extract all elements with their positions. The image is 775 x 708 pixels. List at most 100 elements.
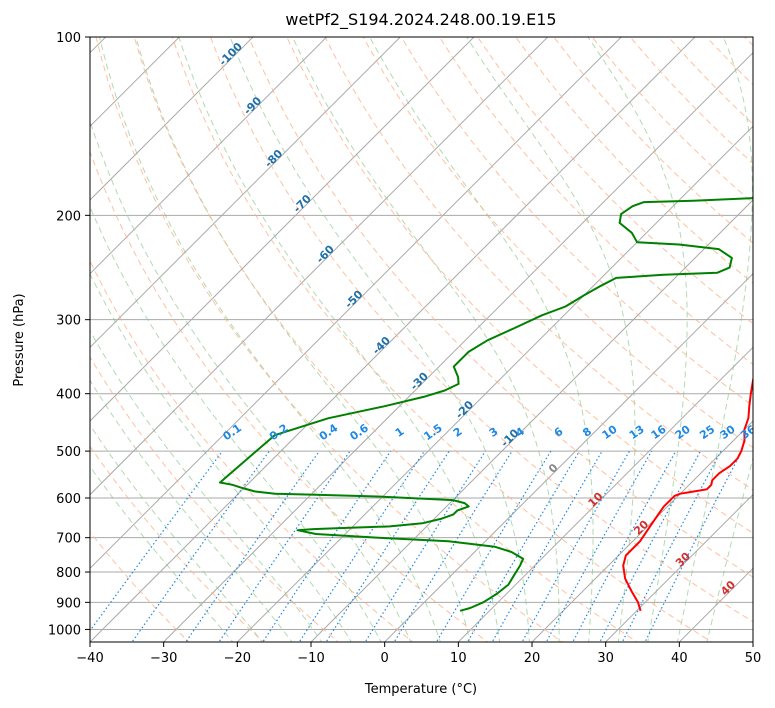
dry-adiabat-label: -60 <box>314 242 337 265</box>
moist-adiabat-line <box>466 37 636 642</box>
mixing-ratio-label: 0.6 <box>347 421 371 443</box>
dry-adiabat-line <box>90 259 414 642</box>
moist-adiabat-line <box>292 37 560 642</box>
x-tick-label: 20 <box>524 651 541 666</box>
y-tick-label: 800 <box>56 566 81 581</box>
x-tick-label: 10 <box>450 651 467 666</box>
dry-adiabat-label: -100 <box>216 40 245 69</box>
isotherm-line <box>90 37 475 422</box>
dry-adiabat-line <box>477 37 753 325</box>
moist-adiabat-line <box>178 37 501 642</box>
x-tick-label: 40 <box>671 651 688 666</box>
moist-adiabat-label: 30 <box>673 549 693 569</box>
dry-adiabat-line <box>553 37 753 244</box>
y-tick-label: 200 <box>56 209 81 224</box>
mixing-ratio-label: 13 <box>627 423 647 442</box>
isotherm-line <box>310 199 753 642</box>
dry-adiabat-label: -90 <box>241 94 264 117</box>
mixing-ratio-line <box>393 450 513 642</box>
y-tick-label: 400 <box>56 388 81 403</box>
x-tick-label: 0 <box>381 651 389 666</box>
moist-adiabats <box>90 37 753 642</box>
dry-adiabat-line <box>286 37 753 534</box>
isotherm-line <box>90 37 402 349</box>
mixing-ratio-label: 2 <box>451 425 465 440</box>
dry-adiabat-label: -30 <box>408 370 431 393</box>
mixing-ratio-line <box>131 450 270 642</box>
temperature-profile-line <box>622 375 753 612</box>
y-tick-label: 700 <box>56 532 81 547</box>
mixing-ratio-label: 25 <box>697 423 717 442</box>
mixing-ratio-line <box>466 450 580 642</box>
dry-adiabat-line <box>744 37 753 47</box>
x-tick-label: −30 <box>150 651 177 666</box>
dry-adiabat-line <box>248 37 753 578</box>
mixing-ratio-label: 10 <box>600 422 620 442</box>
x-tick-label: 30 <box>597 651 614 666</box>
plot-frame <box>89 36 754 643</box>
x-axis-label: Temperature (°C) <box>364 682 477 697</box>
y-axis-label: Pressure (hPa) <box>12 293 27 386</box>
mixing-ratio-line <box>364 450 486 642</box>
plot-area: 0.1 0.2 0.4 0.6 1 1.5 2 3 4 6 8 10 13 16 20 25 30 36-100-… <box>90 37 753 642</box>
mixing-ratio-line <box>90 450 223 632</box>
isotherm-line <box>90 37 254 201</box>
mixing-ratio-line <box>572 450 677 642</box>
dewpoint-profile-line <box>219 197 753 612</box>
plot-labels: 0.1 0.2 0.4 0.6 1 1.5 2 3 4 6 8 10 13 16 20 25 30 36-100-… <box>216 40 753 598</box>
moist-adiabat-line <box>90 424 264 642</box>
mixing-ratio-label: 1 <box>393 425 407 440</box>
isotherm-line <box>531 420 753 642</box>
moist-adiabat-label: 20 <box>631 517 651 537</box>
y-tick-label: 300 <box>56 314 81 329</box>
y-tick-label: 100 <box>56 31 81 46</box>
moist-adiabat-label: 10 <box>586 490 606 510</box>
moist-adiabat-line <box>706 456 753 642</box>
isotherm-line <box>90 37 181 128</box>
mixing-ratio-line <box>435 450 552 642</box>
moist-adiabat-line <box>90 205 382 642</box>
moist-adiabat-line <box>90 465 234 642</box>
y-tick-label: 900 <box>56 596 81 611</box>
isotherm-line <box>162 51 753 642</box>
axis-ticks: −40 −30 −20 −10 0 10 20 30 40 5010020030040050060… <box>48 31 761 666</box>
isotherm-line <box>604 493 753 642</box>
dry-adiabat-line <box>90 150 489 642</box>
isotherm-line <box>90 37 549 496</box>
dry-adiabat-line <box>362 37 753 449</box>
mixing-ratio-label: 0.1 <box>221 421 244 443</box>
mixing-ratio-label: 0.4 <box>317 421 341 443</box>
isotherm-line <box>752 641 753 642</box>
dry-adiabat-label: -20 <box>453 398 476 421</box>
x-tick-label: −10 <box>297 651 324 666</box>
moist-adiabat-line <box>676 37 753 642</box>
mixing-ratio-line <box>262 450 392 642</box>
chart-title: wetPf2_S194.2024.248.00.19.E15 <box>285 10 556 30</box>
x-tick-label: 50 <box>745 651 762 666</box>
moist-adiabat-line <box>90 379 293 642</box>
moist-adiabat-line <box>98 37 441 642</box>
mixing-ratio-label: 16 <box>649 422 669 442</box>
isotherm-line <box>383 272 753 642</box>
mixing-ratio-line <box>185 450 320 642</box>
mixing-ratio-label: 8 <box>580 425 594 440</box>
mixing-ratio-label: 3 <box>487 425 501 440</box>
dry-adiabat-label: -80 <box>262 147 285 170</box>
mixing-ratio-label: 20 <box>673 422 693 442</box>
x-tick-label: −40 <box>76 651 103 666</box>
dry-adiabat-line <box>90 445 265 642</box>
moist-adiabat-line <box>90 273 352 642</box>
isotherm-line <box>457 346 753 642</box>
isotherm-line <box>678 567 753 642</box>
moist-adiabat-line <box>369 37 594 642</box>
isotherm-line <box>90 37 328 275</box>
dry-adiabat-line <box>324 37 753 491</box>
dry-adiabat-label: -50 <box>342 288 365 311</box>
moist-adiabat-line <box>135 37 471 642</box>
dry-adiabat-line <box>133 37 638 642</box>
dry-adiabat-line <box>95 37 564 642</box>
y-tick-label: 600 <box>56 492 81 507</box>
profile-series <box>219 197 753 612</box>
dry-adiabat-label: -40 <box>370 334 393 357</box>
